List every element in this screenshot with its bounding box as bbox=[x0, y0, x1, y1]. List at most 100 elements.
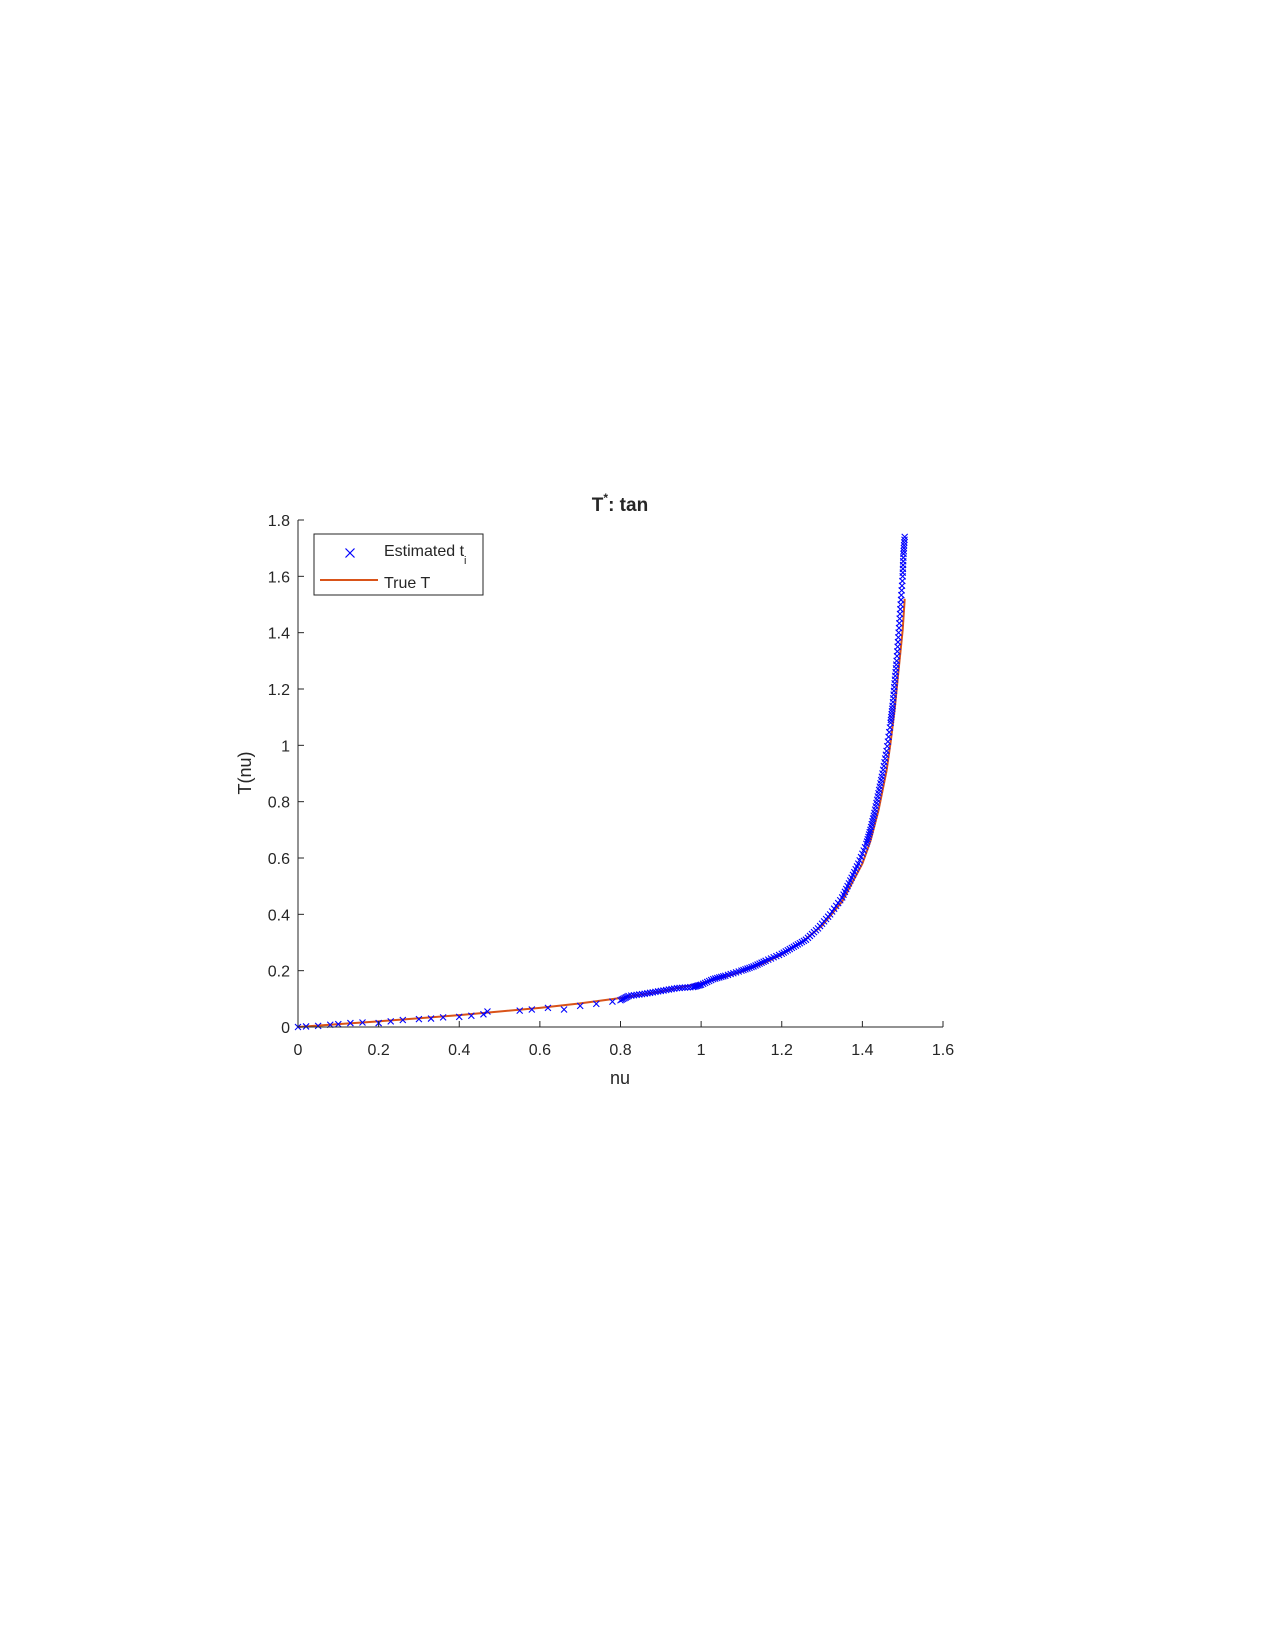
estimated-point bbox=[888, 710, 895, 718]
estimated-point bbox=[780, 949, 788, 956]
x-tick-label: 1.4 bbox=[851, 1042, 873, 1059]
estimated-point bbox=[796, 939, 804, 947]
x-tick-label: 0 bbox=[294, 1042, 303, 1059]
estimated-point bbox=[782, 948, 790, 955]
estimated-point bbox=[660, 987, 667, 994]
estimated-point bbox=[673, 984, 681, 992]
x-tick-label: 0.6 bbox=[529, 1042, 551, 1059]
estimated-point bbox=[754, 961, 761, 968]
estimated-point bbox=[746, 964, 753, 972]
y-tick-label: 1.6 bbox=[268, 569, 290, 586]
estimated-point bbox=[788, 944, 796, 952]
estimated-point bbox=[480, 1010, 487, 1018]
estimated-point bbox=[715, 974, 723, 981]
estimated-point bbox=[439, 1014, 447, 1021]
estimated-point bbox=[828, 908, 836, 915]
estimated-point bbox=[609, 998, 616, 1006]
estimated-point bbox=[778, 950, 786, 958]
estimated-point bbox=[427, 1015, 435, 1022]
estimated-point bbox=[701, 979, 709, 987]
estimated-point bbox=[834, 899, 842, 907]
estimated-point bbox=[752, 962, 759, 969]
y-tick-label: 1.8 bbox=[268, 513, 290, 530]
estimated-point bbox=[901, 536, 908, 544]
estimated-point bbox=[742, 965, 749, 973]
estimated-point bbox=[866, 828, 874, 836]
estimated-point bbox=[709, 975, 717, 983]
title-superscript: * bbox=[603, 491, 608, 505]
estimated-point bbox=[697, 981, 705, 989]
estimated-point bbox=[832, 902, 840, 910]
chart-title: T*: tan bbox=[592, 491, 648, 516]
estimated-point bbox=[359, 1019, 366, 1026]
estimated-point bbox=[711, 975, 719, 982]
estimated-point bbox=[713, 974, 721, 982]
estimated-point bbox=[668, 985, 675, 993]
estimated-point bbox=[576, 1002, 584, 1010]
estimated-point bbox=[900, 550, 907, 558]
legend-marker-estimated bbox=[345, 548, 355, 558]
estimated-point bbox=[826, 910, 834, 918]
estimated-point bbox=[887, 719, 894, 727]
estimated-point bbox=[792, 942, 800, 949]
estimated-point bbox=[516, 1007, 524, 1015]
estimated-point bbox=[652, 988, 659, 996]
estimated-point bbox=[800, 937, 808, 945]
x-tick-label: 0.4 bbox=[448, 1042, 470, 1059]
estimated-point bbox=[740, 966, 747, 974]
estimated-point bbox=[334, 1020, 342, 1028]
x-tick-label: 1.2 bbox=[771, 1042, 793, 1059]
estimated-point bbox=[719, 972, 727, 980]
estimated-point bbox=[654, 988, 662, 995]
estimated-point bbox=[347, 1019, 354, 1027]
estimated-point bbox=[641, 990, 649, 998]
y-tick-label: 1 bbox=[281, 738, 290, 755]
estimated-point bbox=[790, 943, 798, 951]
estimated-point bbox=[528, 1006, 536, 1013]
estimated-point bbox=[760, 958, 767, 966]
x-tick-label: 0.2 bbox=[368, 1042, 390, 1059]
estimated-point bbox=[314, 1022, 322, 1030]
estimated-point bbox=[638, 990, 646, 998]
estimated-point bbox=[900, 541, 908, 549]
estimated-point bbox=[627, 992, 635, 1000]
estimated-point bbox=[625, 992, 632, 1000]
y-tick-label: 0.4 bbox=[268, 907, 290, 924]
estimated-point bbox=[744, 965, 751, 972]
estimated-point bbox=[592, 1000, 600, 1008]
estimated-point bbox=[887, 716, 895, 724]
estimated-point bbox=[699, 980, 707, 988]
estimated-point bbox=[865, 831, 873, 838]
legend-label-estimated: Estimated ti bbox=[384, 543, 466, 567]
estimated-point bbox=[302, 1023, 310, 1030]
x-tick-label: 1 bbox=[697, 1042, 706, 1059]
legend-label-true: True T bbox=[384, 575, 430, 592]
estimated-point bbox=[670, 985, 678, 992]
estimated-point bbox=[467, 1012, 475, 1020]
estimated-point bbox=[399, 1016, 407, 1024]
estimated-point bbox=[705, 977, 713, 985]
estimated-point bbox=[836, 896, 844, 904]
estimated-point bbox=[665, 986, 673, 993]
estimated-point bbox=[887, 713, 895, 721]
estimated-point bbox=[646, 989, 654, 997]
estimated-point bbox=[888, 708, 896, 715]
estimated-point bbox=[707, 976, 715, 984]
estimated-point bbox=[888, 705, 896, 713]
legend: Estimated ti True T bbox=[313, 533, 484, 596]
true-t-line bbox=[297, 598, 906, 1028]
estimated-point bbox=[484, 1008, 491, 1015]
plot-area bbox=[294, 533, 909, 1031]
estimated-point bbox=[900, 547, 908, 555]
estimated-point bbox=[649, 988, 657, 996]
estimated-point bbox=[830, 905, 838, 913]
estimated-point bbox=[748, 963, 755, 971]
estimated-point bbox=[756, 960, 763, 968]
y-tick-label: 0 bbox=[281, 1020, 290, 1037]
title-suffix: : tan bbox=[608, 495, 648, 516]
estimated-point bbox=[415, 1015, 423, 1023]
estimated-point bbox=[794, 940, 802, 948]
estimated-point bbox=[676, 984, 684, 992]
estimated-point bbox=[662, 986, 670, 994]
estimated-point bbox=[786, 945, 794, 953]
